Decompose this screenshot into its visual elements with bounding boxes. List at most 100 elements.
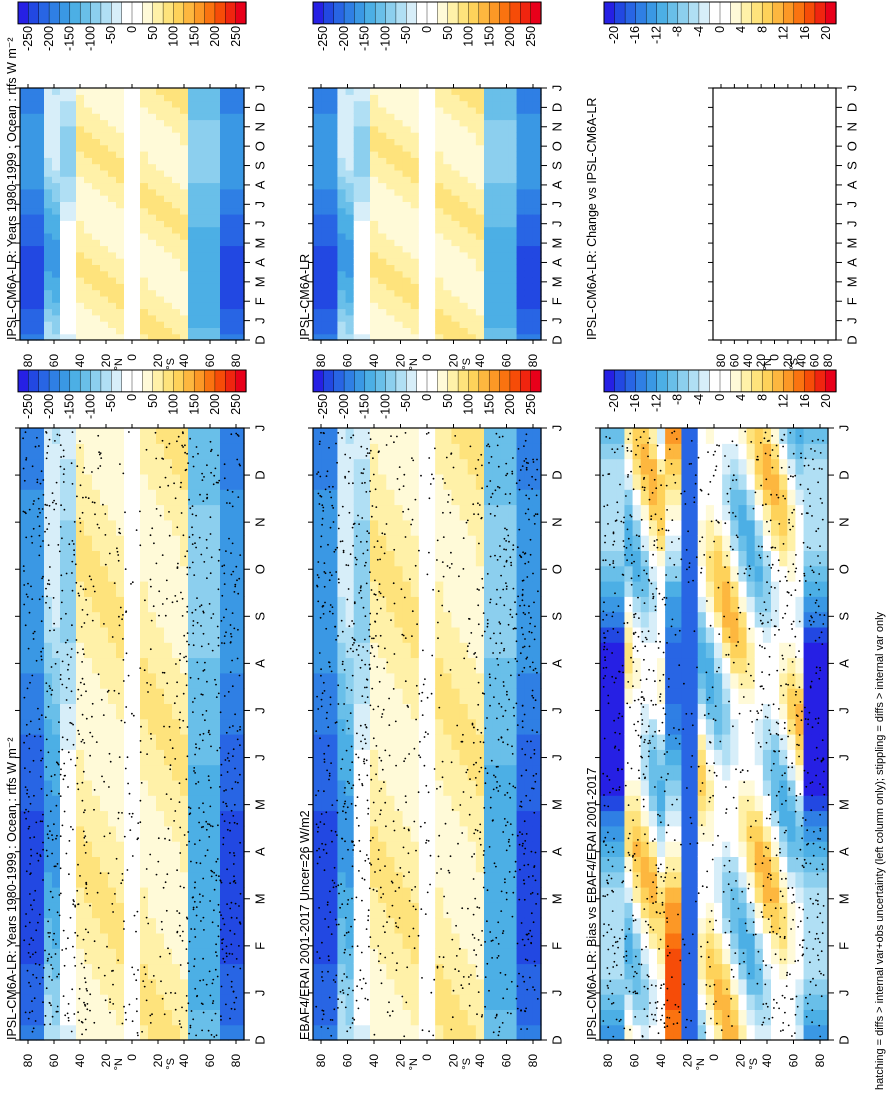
stipple-dot — [125, 768, 127, 770]
heatmap-cell — [525, 887, 534, 903]
stipple-dot — [25, 818, 27, 820]
heatmap-cell — [20, 1009, 29, 1025]
heatmap-cell — [20, 443, 29, 459]
stipple-dot — [368, 629, 370, 631]
stipple-dot — [70, 759, 72, 761]
heatmap-cell — [180, 581, 189, 597]
stipple-dot — [216, 750, 218, 752]
heatmap-cell — [346, 841, 355, 857]
stipple-dot — [319, 476, 321, 478]
stipple-dot — [186, 995, 188, 997]
stipple-dot — [30, 586, 32, 588]
heatmap-cell — [362, 535, 371, 551]
stipple-dot — [174, 702, 176, 704]
stipple-dot — [224, 820, 226, 822]
stipple-dot — [528, 876, 530, 878]
heatmap-cell — [124, 550, 133, 566]
stipple-dot — [517, 985, 519, 987]
heatmap-cell — [228, 459, 237, 475]
heatmap-cell — [76, 703, 85, 719]
heatmap-cell — [443, 688, 452, 704]
heatmap-cell — [394, 489, 403, 505]
heatmap-cell — [164, 474, 173, 490]
heatmap-cell — [156, 872, 165, 888]
stipple-dot — [353, 1019, 355, 1021]
stipple-dot — [341, 838, 343, 840]
heatmap-cell — [188, 719, 197, 735]
stipple-dot — [454, 435, 456, 437]
stipple-dot — [49, 505, 51, 507]
heatmap-cell — [476, 505, 485, 521]
stipple-dot — [428, 791, 430, 793]
stipple-dot — [56, 482, 58, 484]
stipple-dot — [27, 970, 29, 972]
heatmap-cell — [533, 994, 542, 1010]
heatmap-cell — [180, 765, 189, 781]
heatmap-cell — [484, 979, 493, 995]
heatmap-cell — [443, 948, 452, 964]
stipple-dot — [94, 513, 96, 515]
stipple-dot — [504, 818, 506, 820]
stipple-dot — [496, 589, 498, 591]
stipple-dot — [520, 801, 522, 803]
stipple-dot — [190, 928, 192, 930]
stipple-dot — [210, 995, 212, 997]
stipple-dot — [72, 431, 74, 433]
stipple-dot — [27, 688, 29, 690]
heatmap-cell — [500, 719, 509, 735]
heatmap-cell — [386, 887, 395, 903]
heatmap-cell — [337, 948, 346, 964]
heatmap-cell — [484, 642, 493, 658]
stipple-dot — [315, 794, 317, 796]
stipple-dot — [82, 648, 84, 650]
heatmap-cell — [346, 443, 355, 459]
stipple-dot — [431, 655, 433, 657]
stipple-dot — [147, 691, 149, 693]
colorbar-swatch — [163, 370, 174, 392]
heatmap-cell — [608, 872, 617, 888]
heatmap-cell — [116, 459, 125, 475]
heatmap-cell — [172, 887, 181, 903]
stipple-dot — [159, 486, 161, 488]
stipple-dot — [480, 741, 482, 743]
heatmap-cell — [460, 872, 469, 888]
heatmap-cell — [533, 459, 542, 475]
heatmap-cell — [124, 489, 133, 505]
stipple-dot — [72, 946, 74, 948]
heatmap-cell — [100, 795, 109, 811]
stipple-dot — [84, 809, 86, 811]
stipple-dot — [466, 522, 468, 524]
stipple-dot — [108, 690, 110, 692]
heatmap-cell — [313, 948, 322, 964]
stipple-dot — [236, 459, 238, 461]
stipple-dot — [172, 601, 174, 603]
heatmap-cell — [100, 443, 109, 459]
stipple-dot — [45, 766, 47, 768]
heatmap-cell — [460, 795, 469, 811]
stipple-dot — [530, 942, 532, 944]
heatmap-cell — [212, 489, 221, 505]
stipple-dot — [374, 621, 376, 623]
heatmap-cell — [140, 841, 149, 857]
heatmap-cell — [533, 505, 542, 521]
heatmap-cell — [411, 612, 420, 628]
stipple-dot — [511, 471, 513, 473]
heatmap-cell — [419, 428, 428, 444]
heatmap-cell — [500, 612, 509, 628]
heatmap-cell — [508, 1025, 517, 1041]
heatmap-cell — [52, 627, 61, 643]
heatmap-cell — [52, 979, 61, 995]
heatmap-cell — [44, 872, 53, 888]
heatmap-cell — [108, 535, 117, 551]
heatmap-cell — [468, 872, 477, 888]
stipple-dot — [366, 727, 368, 729]
stipple-dot — [211, 1034, 213, 1036]
stipple-dot — [352, 849, 354, 851]
stipple-dot — [60, 456, 62, 458]
stipple-dot — [174, 595, 176, 597]
heatmap-cell — [180, 673, 189, 689]
stipple-dot — [497, 505, 499, 507]
stipple-dot — [506, 586, 508, 588]
stipple-dot — [29, 733, 31, 735]
heatmap-cell — [460, 841, 469, 857]
